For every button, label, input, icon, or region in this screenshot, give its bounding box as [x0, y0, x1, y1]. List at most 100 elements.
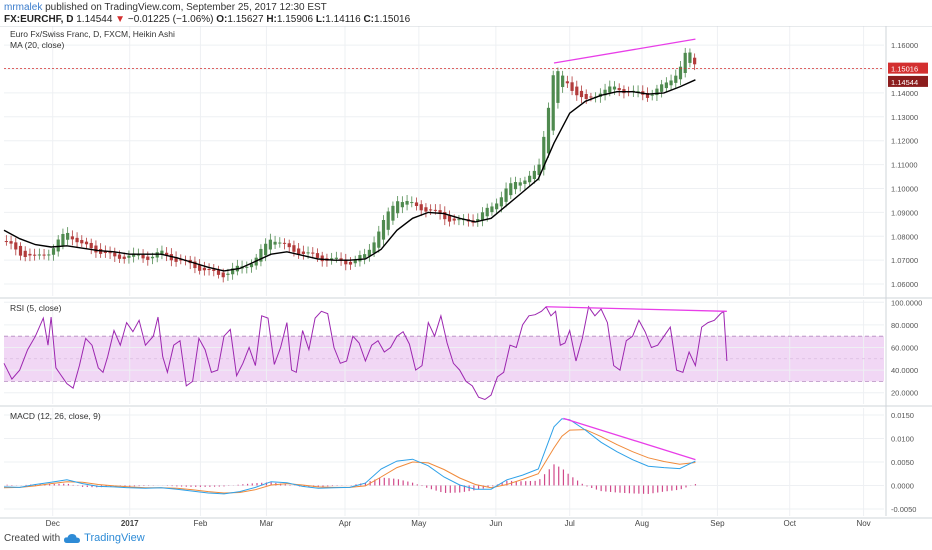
candle-body [334, 257, 338, 259]
macd-y-tick-label: -0.0050 [891, 505, 916, 514]
candle-body [287, 243, 291, 248]
candle-body [141, 254, 145, 259]
candle-body [160, 250, 164, 255]
rsi-y-tick-label: 20.0000 [891, 389, 918, 398]
candle-body [278, 242, 282, 244]
candle-body [617, 88, 621, 91]
price-y-tick-label: 1.10000 [891, 184, 918, 193]
candle-body [198, 264, 202, 271]
candle-body [358, 255, 362, 262]
candle-body [476, 219, 480, 222]
candle-body [480, 212, 485, 221]
candle-body [452, 218, 456, 221]
candle-body [344, 259, 348, 265]
candle-body [231, 268, 235, 275]
candle-body [207, 269, 211, 271]
candle-body [603, 89, 607, 96]
candle-body [683, 52, 687, 73]
candle-body [70, 236, 74, 240]
candle-body [259, 248, 263, 262]
candle-body [504, 188, 508, 202]
candle-body [306, 252, 310, 254]
candle-body [108, 252, 112, 254]
candle-body [297, 248, 301, 255]
candle-body [339, 258, 343, 261]
candle-body [56, 239, 60, 252]
candle-body [245, 266, 249, 268]
low-value: 1.14116 [325, 14, 361, 25]
last-price: 1.14544 [76, 14, 113, 25]
x-axis-label: Nov [856, 519, 870, 528]
close-value: 1.15016 [374, 14, 411, 25]
candle-body [377, 231, 381, 248]
candle-body [122, 256, 126, 259]
rsi-y-tick-label: 100.0000 [891, 298, 922, 307]
macd-y-tick-label: 0.0150 [891, 411, 914, 420]
candle-body [438, 210, 442, 214]
rsi-y-tick-label: 80.0000 [891, 321, 918, 330]
price-marker-label: 1.15016 [891, 65, 918, 74]
candle-body [490, 206, 494, 213]
candle-body [89, 242, 93, 249]
candle-body [589, 96, 593, 98]
candle-body [528, 175, 532, 183]
candle-body [282, 242, 287, 244]
candle-body [212, 269, 216, 271]
candle-body [645, 93, 650, 98]
candle-body [509, 183, 513, 196]
price-y-tick-label: 1.13000 [891, 113, 918, 122]
open-value: 1.15627 [227, 14, 264, 25]
tradingview-brand[interactable]: TradingView [84, 532, 145, 544]
candle-body [249, 263, 254, 268]
candle-body [419, 204, 423, 211]
candle-body [518, 182, 522, 186]
price-change: −0.01225 (−1.06%) [127, 14, 214, 25]
candle-body [330, 258, 334, 260]
candle-body [513, 182, 518, 190]
low-label: L: [315, 14, 326, 25]
publish-info: mrmalek published on TradingView.com, Se… [4, 2, 327, 13]
macd-y-tick-label: 0.0000 [891, 481, 914, 490]
x-axis-label: May [411, 519, 426, 528]
candle-body [320, 255, 324, 262]
candle-body [674, 75, 678, 83]
candle-body [433, 209, 437, 211]
macd-y-tick-label: 0.0050 [891, 458, 914, 467]
candle-body [693, 57, 697, 65]
price-trendline [553, 38, 696, 64]
x-axis-label: Oct [783, 519, 796, 528]
x-axis-label: Dec [46, 519, 60, 528]
high-value: 1.15906 [276, 14, 314, 25]
candle-body [165, 252, 169, 256]
price-y-tick-label: 1.11000 [891, 161, 918, 170]
candle-body [367, 249, 371, 257]
price-marker-label: 1.14544 [891, 78, 918, 87]
candle-body [584, 94, 588, 99]
candle-body [94, 245, 98, 253]
candle-body [660, 84, 664, 92]
candle-body [381, 219, 386, 240]
candle-body [18, 245, 23, 256]
candle-body [23, 250, 27, 258]
author-link[interactable]: mrmalek [4, 2, 43, 13]
candle-body [47, 254, 51, 256]
macd-pane-title: MACD (12, 26, close, 9) [10, 411, 101, 421]
candle-body [132, 253, 136, 257]
candle-body [146, 256, 150, 260]
candle-body [546, 107, 551, 154]
x-axis-label: Aug [635, 519, 649, 528]
candle-body [301, 251, 305, 254]
chart-canvas[interactable]: 1.160001.150001.140001.130001.120001.110… [0, 26, 932, 530]
candle-body [315, 253, 320, 258]
candle-body [405, 201, 409, 205]
candle-body [4, 241, 8, 243]
created-with-text: Created with [4, 532, 61, 544]
rsi-y-tick-label: 60.0000 [891, 343, 918, 352]
price-y-tick-label: 1.14000 [891, 89, 918, 98]
price-y-tick-label: 1.16000 [891, 41, 918, 50]
candle-body [117, 254, 122, 259]
candle-body [688, 52, 692, 63]
candle-body [150, 256, 155, 259]
rsi-pane-title: RSI (5, close) [10, 303, 62, 313]
high-label: H: [266, 14, 277, 25]
